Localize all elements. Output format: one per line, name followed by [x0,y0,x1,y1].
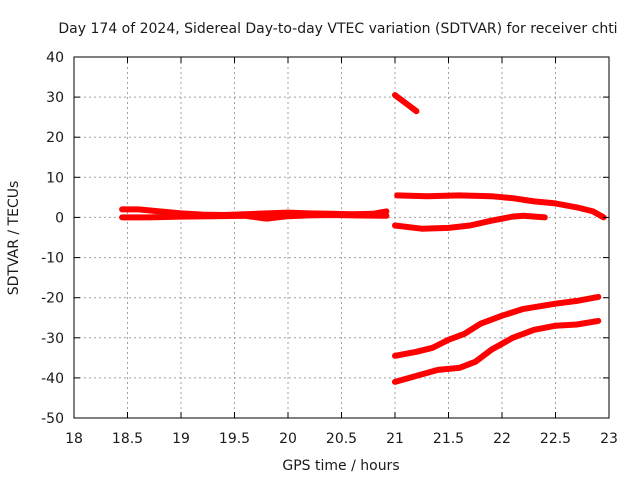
x-tick-label: 22.5 [540,431,571,447]
x-axis-label: GPS time / hours [282,458,399,474]
y-tick-label: -40 [41,371,64,387]
x-tick-label: 21.5 [433,431,464,447]
x-tick-label: 21 [386,431,404,447]
series-line-short-descending [392,92,420,115]
x-tick-label: 18.5 [112,431,143,447]
x-tick-label: 19.5 [219,431,250,447]
series-line-late-lower-a [392,293,602,359]
x-tick-label: 23 [600,431,618,447]
grid-lines [74,57,609,418]
y-axis-ticks: -50 -40 -30 -20 -10 0 10 20 30 40 [41,50,609,427]
x-tick-label: 18 [65,431,83,447]
x-tick-label: 20 [279,431,297,447]
series-line-late-lower-b [392,317,602,385]
x-tick-label: 22 [493,431,511,447]
x-tick-label: 20.5 [326,431,357,447]
y-tick-label: 10 [46,170,64,186]
series-line-late-upper [394,192,607,221]
y-tick-label: 40 [46,50,64,66]
y-tick-label: -50 [41,411,64,427]
x-tick-label: 19 [172,431,190,447]
y-tick-label: 20 [46,130,64,146]
y-tick-label: 30 [46,90,64,106]
series-line-early-lower [119,212,390,222]
series-line-late-middle [392,212,548,232]
x-axis-ticks: 18 18.5 19 19.5 20 20.5 21 21.5 22 22.5 23 [65,57,618,447]
y-tick-label: -30 [41,331,64,347]
y-tick-label: -20 [41,291,64,307]
y-tick-label: -10 [41,251,64,267]
data-series [119,92,607,385]
chart-title: Day 174 of 2024, Sidereal Day-to-day VTE… [58,21,617,37]
y-axis-label: SDTVAR / TECUs [6,181,22,296]
y-tick-label: 0 [55,210,64,226]
